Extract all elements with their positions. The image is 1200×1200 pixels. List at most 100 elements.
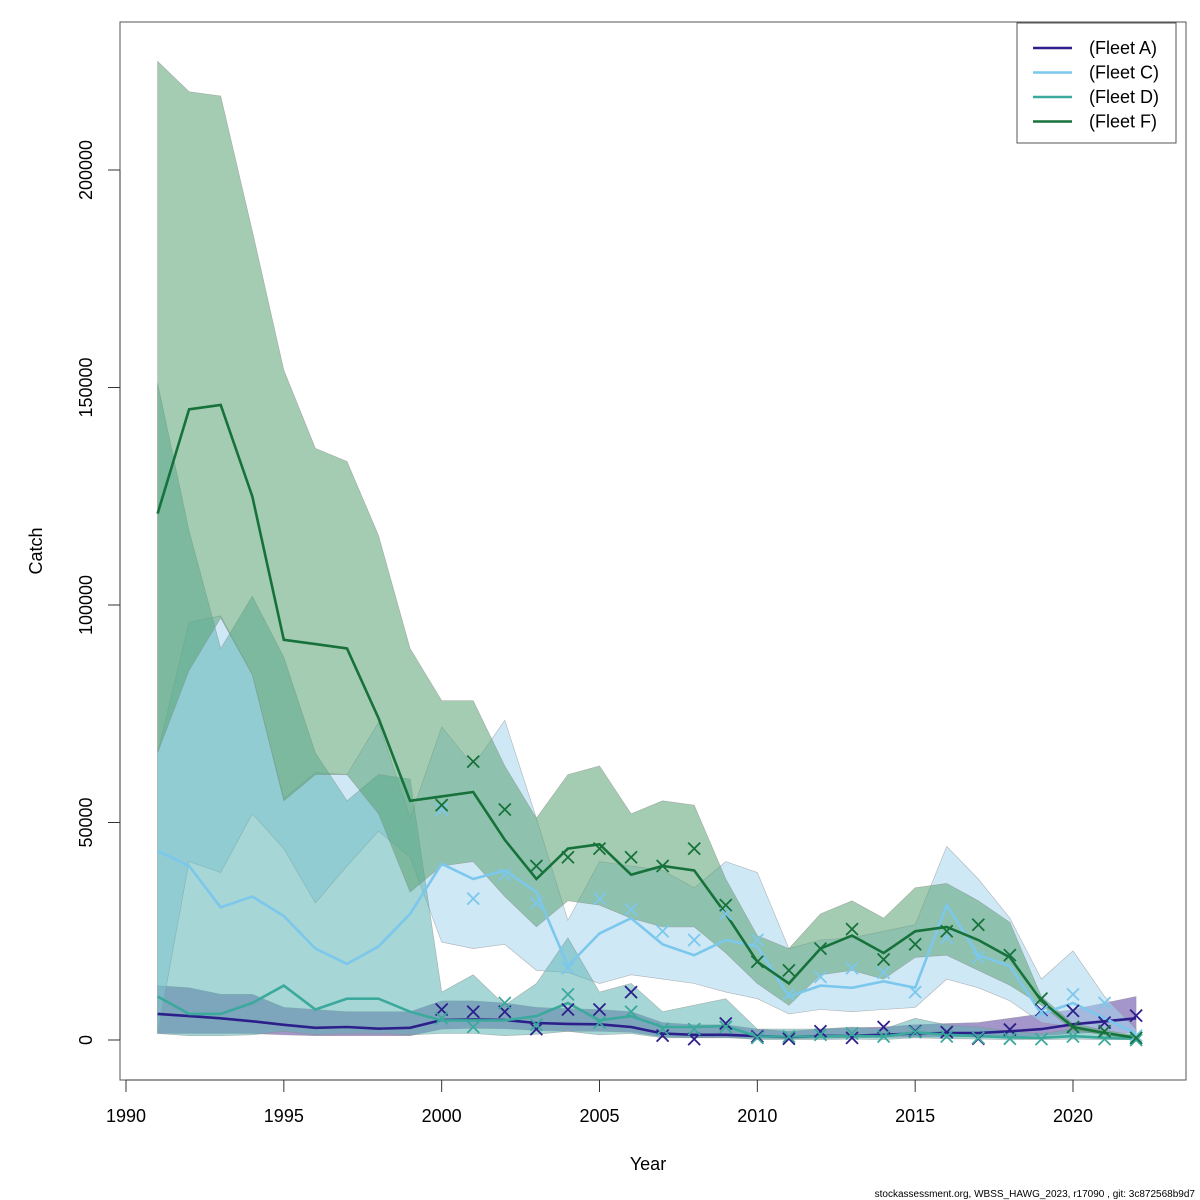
fleet-f-observed-point: [971, 918, 985, 932]
fleet-a-observed-point: [1034, 1003, 1049, 1018]
y-tick-label: 0: [76, 1035, 96, 1045]
fleet-f-median-line: [156, 403, 1137, 1040]
fleet-d-observed-point: [687, 1022, 701, 1036]
fleet-c-observed-point: [971, 950, 985, 964]
fleet-d-observed-point: [529, 1018, 544, 1032]
fleet-a-observed-point: [529, 1022, 544, 1036]
legend-item-fleet-c: (Fleet C): [1033, 63, 1159, 83]
fleet-f-observed-point: [466, 754, 480, 769]
fleet-d-observed-point: [466, 1020, 480, 1034]
fleet-c-observed-point: [529, 896, 544, 910]
fleet-d-observed-point: [782, 1029, 796, 1044]
fleet-c-observed-point: [498, 868, 512, 882]
fleet-f-observed-point: [655, 859, 670, 873]
y-tick-label: 200000: [76, 140, 96, 200]
fleet-d-observed-point: [561, 987, 575, 1001]
fleet-d-observed-point: [655, 1022, 670, 1036]
x-tick-label: 2015: [895, 1106, 935, 1126]
y-tick-label: 50000: [76, 797, 96, 847]
fleet-f-observed-point: [1097, 1024, 1112, 1038]
fleet-f-observed-point: [908, 937, 922, 951]
fleet-d-observed-point: [498, 996, 512, 1010]
fleet-f-observed-point: [750, 955, 764, 969]
fleet-d-observed-point: [971, 1031, 985, 1045]
legend-label: (Fleet A): [1089, 38, 1157, 58]
legend: (Fleet A) (Fleet C) (Fleet D) (Fleet F): [1016, 22, 1177, 144]
x-tick-label: 1990: [106, 1106, 146, 1126]
fleet-c-observed-point: [940, 931, 954, 945]
fleet-c-observed-point: [1066, 987, 1080, 1001]
fleet-a-observed-point: [813, 1024, 828, 1038]
x-axis: 1990 1995 2000 2005 2010 2015 2020: [106, 1079, 1093, 1126]
x-tick-label: 2010: [737, 1106, 777, 1126]
fleet-a-observed-point: [592, 1002, 607, 1017]
fleet-a-observed-point: [655, 1029, 670, 1043]
fleet-c-observed-point: [466, 891, 480, 906]
fleet-f-observed-point: [1129, 1031, 1143, 1045]
y-tick-label: 100000: [76, 575, 96, 635]
fleet-f-observed-point: [813, 942, 828, 956]
fleet-a-observed-point: [719, 1016, 733, 1031]
legend-box: [1016, 22, 1177, 144]
fleet-f-observed-point: [1003, 948, 1017, 962]
fleet-f-observed-point: [782, 963, 796, 978]
fleet-f-observed-point: [624, 850, 638, 864]
y-tick-label: 150000: [76, 357, 96, 417]
fleet-a-observed-point: [624, 985, 638, 999]
fleet-a-observed-point: [940, 1025, 954, 1039]
fleet-f-observed-point: [498, 802, 512, 817]
fleet-a-observed-point: [782, 1032, 796, 1046]
fleet-a-observed-point: [876, 1020, 891, 1034]
fleet-f-observed-point: [719, 898, 733, 912]
fleet-d-observed-point: [435, 1011, 449, 1025]
fleet-c-observed-point: [1097, 996, 1112, 1010]
fleet-a-observed-point: [750, 1029, 764, 1044]
fleet-c-observed-point: [908, 985, 922, 999]
fleet-c-observed-point: [1034, 1005, 1049, 1019]
fleet-d-median-line: [156, 984, 1137, 1040]
fleet-d-observed-point: [876, 1029, 891, 1044]
fleet-d-observed-point: [1066, 1029, 1080, 1044]
x-tick-label: 1995: [264, 1106, 304, 1126]
x-tick-label: 2000: [422, 1106, 462, 1126]
legend-label: (Fleet F): [1089, 112, 1157, 132]
y-axis: 0 50000 100000 150000 200000: [76, 140, 121, 1045]
fleet-c-observed-point: [876, 965, 891, 980]
ci-bands: [157, 60, 1137, 1041]
fleet-a-observed-point: [561, 1002, 575, 1017]
fleet-f-observed-point: [1066, 1020, 1080, 1034]
y-axis-title: Catch: [26, 527, 46, 574]
fleet-d-observed-point: [1034, 1032, 1049, 1046]
fleet-a-observed-point: [466, 1005, 480, 1019]
legend-item-fleet-d: (Fleet D): [1033, 87, 1159, 107]
fleet-c-observed-point: [845, 961, 859, 975]
fleet-f-observed-point: [845, 922, 859, 936]
fleet-c-observed-point: [813, 970, 828, 984]
legend-label: (Fleet C): [1089, 63, 1159, 83]
fleet-c-median-line: [157, 849, 1137, 1035]
x-tick-label: 2005: [579, 1106, 619, 1126]
fleet-f-observed-point: [1034, 992, 1049, 1006]
fleet-a-observed-point: [845, 1031, 859, 1045]
fleet-f-observed-point: [592, 841, 607, 856]
x-axis-title: Year: [630, 1154, 666, 1174]
fleet-a-observed-point: [1066, 1004, 1080, 1018]
legend-label: (Fleet D): [1089, 87, 1159, 107]
fleet-d-observed-point: [1003, 1032, 1017, 1046]
fleet-a-observed-point: [687, 1032, 701, 1046]
legend-item-fleet-f: (Fleet F): [1033, 112, 1157, 132]
fleet-c-observed-point: [782, 987, 796, 1001]
fleet-f-observed-point: [561, 850, 575, 864]
fleet-d-observed-point: [845, 1026, 859, 1041]
fleet-f-observed-point: [876, 952, 891, 967]
fleet-c-observed-point: [624, 902, 638, 917]
fleet-a-observed-point: [1129, 1009, 1143, 1023]
fleet-d-observed-point: [719, 1020, 733, 1034]
fleet-c-observed-point: [592, 891, 607, 906]
fleet-f-observed-point: [687, 841, 701, 856]
fleet-d-observed-point: [592, 1015, 607, 1030]
fleet-d-observed-point: [908, 1025, 922, 1039]
fleet-d-observed-point: [813, 1028, 828, 1042]
observed-points: [435, 754, 1143, 1047]
